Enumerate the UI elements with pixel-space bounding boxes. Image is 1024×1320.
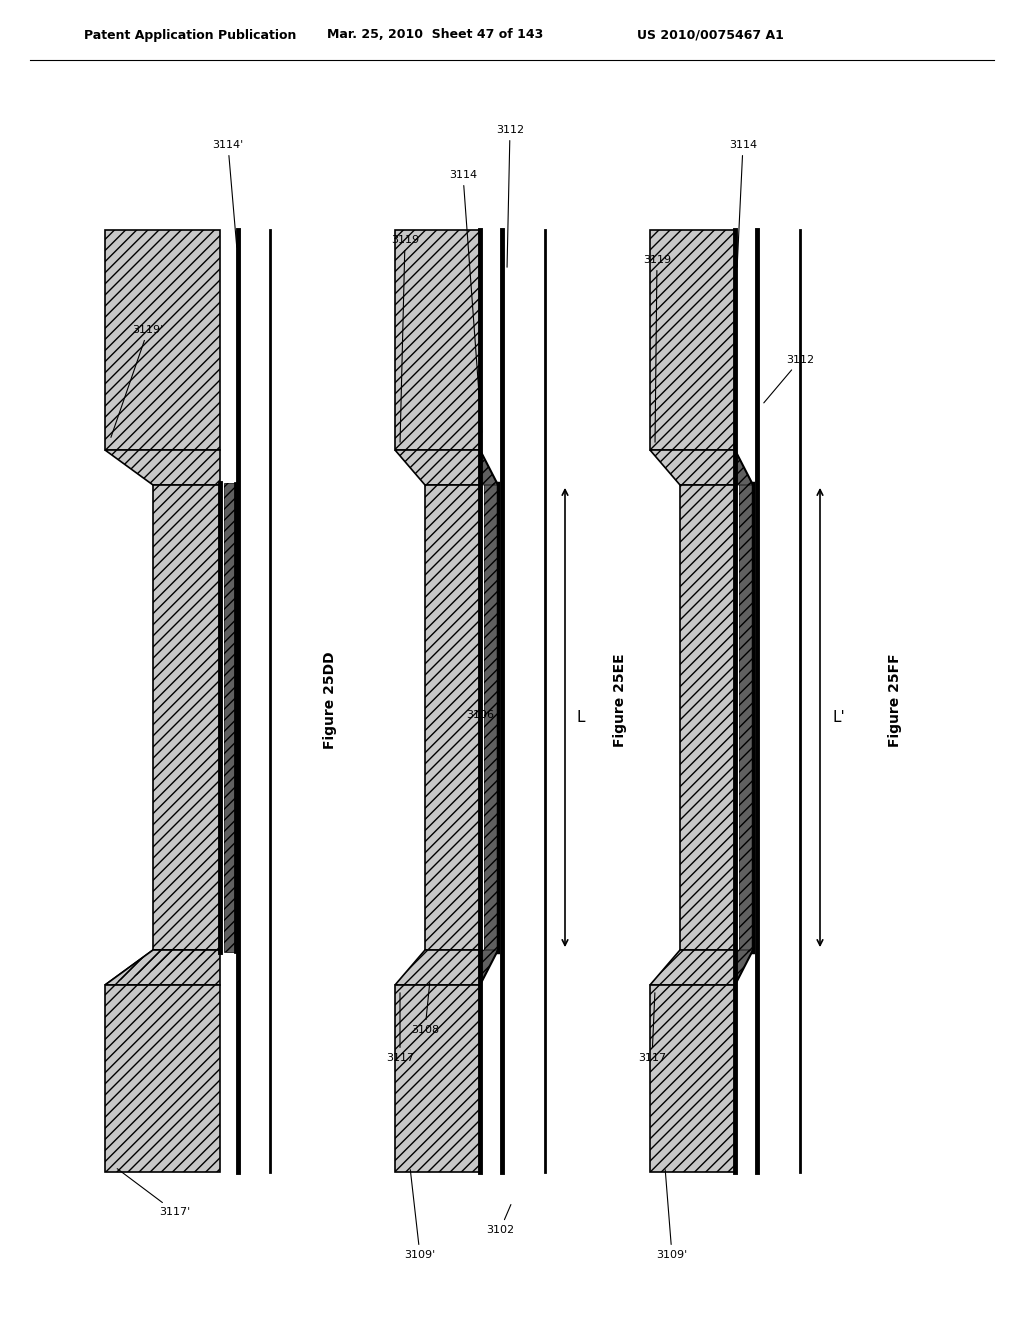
- Text: Patent Application Publication: Patent Application Publication: [84, 29, 296, 41]
- Text: Figure 25EE: Figure 25EE: [613, 653, 627, 747]
- Polygon shape: [270, 230, 310, 1172]
- Text: 3117: 3117: [386, 993, 414, 1063]
- Text: L': L': [831, 710, 845, 725]
- Text: 3114': 3114': [212, 140, 244, 247]
- Text: Figure 25FF: Figure 25FF: [888, 653, 902, 747]
- Polygon shape: [480, 483, 484, 952]
- Polygon shape: [105, 950, 220, 985]
- Polygon shape: [238, 230, 270, 1172]
- Text: 3114: 3114: [729, 140, 757, 267]
- Polygon shape: [502, 230, 545, 1172]
- Text: 3119: 3119: [391, 235, 419, 442]
- Polygon shape: [425, 484, 480, 950]
- Text: 3109': 3109': [404, 1170, 435, 1261]
- Polygon shape: [484, 483, 498, 952]
- Polygon shape: [735, 450, 753, 484]
- Polygon shape: [153, 484, 220, 950]
- Text: 3112: 3112: [496, 125, 524, 267]
- Polygon shape: [395, 230, 480, 450]
- Polygon shape: [395, 950, 480, 985]
- Polygon shape: [680, 484, 735, 950]
- Polygon shape: [105, 950, 220, 985]
- Polygon shape: [480, 450, 498, 484]
- Polygon shape: [220, 483, 224, 952]
- Polygon shape: [105, 985, 220, 1172]
- Text: 3119: 3119: [643, 255, 671, 442]
- Text: US 2010/0075467 A1: US 2010/0075467 A1: [637, 29, 783, 41]
- Polygon shape: [735, 950, 753, 985]
- Polygon shape: [739, 483, 753, 952]
- Polygon shape: [480, 950, 498, 985]
- Text: 3102: 3102: [486, 1205, 514, 1236]
- Polygon shape: [735, 483, 739, 952]
- Text: 3119': 3119': [111, 325, 164, 437]
- Text: 3114: 3114: [449, 170, 482, 432]
- Text: 3108: 3108: [411, 983, 439, 1035]
- Polygon shape: [395, 985, 480, 1172]
- Polygon shape: [650, 985, 735, 1172]
- Polygon shape: [105, 450, 220, 484]
- Polygon shape: [650, 230, 735, 450]
- Text: Mar. 25, 2010  Sheet 47 of 143: Mar. 25, 2010 Sheet 47 of 143: [327, 29, 543, 41]
- Polygon shape: [757, 230, 800, 1172]
- Text: 3109': 3109': [656, 1170, 688, 1261]
- Polygon shape: [650, 450, 735, 484]
- Polygon shape: [224, 483, 234, 952]
- Text: L: L: [577, 710, 586, 725]
- Polygon shape: [105, 230, 220, 450]
- Text: 3117: 3117: [638, 993, 666, 1063]
- Text: Figure 25DD: Figure 25DD: [323, 651, 337, 748]
- Text: 3117': 3117': [117, 1168, 190, 1217]
- Text: 3106: 3106: [466, 710, 500, 719]
- Polygon shape: [650, 950, 735, 985]
- Text: 3112: 3112: [764, 355, 814, 403]
- Polygon shape: [395, 450, 480, 484]
